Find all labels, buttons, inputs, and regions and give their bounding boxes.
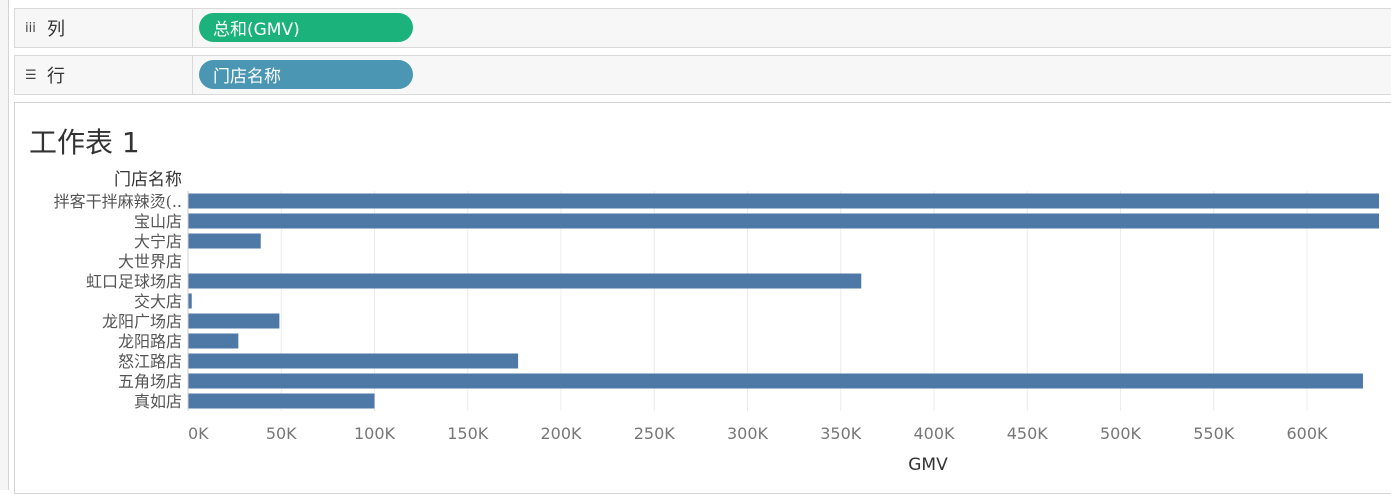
category-label: 拌客干拌麻辣烫(.. (54, 192, 182, 211)
columns-shelf-label: 列 (47, 19, 65, 40)
x-tick-label: 100K (354, 424, 396, 443)
x-tick-label: 500K (1100, 424, 1142, 443)
rows-shelf-label: 行 (47, 66, 65, 87)
rows-shelf[interactable]: ☰ 行 门店名称 (14, 55, 1391, 95)
category-label: 真如店 (134, 392, 182, 411)
bar (188, 193, 1379, 209)
store-name-pill[interactable]: 门店名称 (199, 60, 413, 89)
bar (188, 213, 1379, 229)
bar (188, 233, 261, 249)
bar (188, 373, 1363, 389)
columns-icon: iii (25, 20, 36, 36)
rows-shelf-header: ☰ 行 (15, 56, 193, 94)
category-label: 大宁店 (134, 232, 182, 251)
bar (188, 353, 519, 369)
x-tick-label: 550K (1193, 424, 1235, 443)
category-label: 宝山店 (134, 212, 182, 231)
category-label: 龙阳广场店 (102, 312, 182, 331)
x-tick-label: 350K (820, 424, 862, 443)
left-gutter (0, 0, 9, 490)
x-tick-label: 0K (188, 424, 209, 443)
row-header-label: 门店名称 (114, 170, 182, 190)
x-tick-label: 250K (634, 424, 676, 443)
bar (188, 313, 280, 329)
category-label: 交大店 (134, 292, 182, 311)
x-tick-label: 450K (1007, 424, 1049, 443)
bar (188, 333, 239, 349)
x-tick-label: 150K (447, 424, 489, 443)
gmv-sum-pill[interactable]: 总和(GMV) (199, 13, 413, 42)
columns-shelf[interactable]: iii 列 总和(GMV) (14, 8, 1391, 48)
bar (188, 273, 862, 289)
x-tick-label: 400K (913, 424, 955, 443)
bar (188, 393, 375, 409)
x-tick-label: 600K (1286, 424, 1328, 443)
category-label: 龙阳路店 (118, 332, 182, 351)
sheet-title: 工作表 1 (29, 126, 140, 159)
x-tick-label: 300K (727, 424, 769, 443)
x-tick-label: 50K (266, 424, 297, 443)
category-label: 虹口足球场店 (86, 272, 182, 291)
category-label: 五角场店 (118, 372, 182, 391)
worksheet: 工作表 1 (14, 102, 1391, 494)
category-label: 大世界店 (118, 252, 182, 271)
category-label: 怒江路店 (118, 352, 182, 371)
columns-shelf-header: iii 列 (15, 9, 193, 47)
bar (188, 293, 192, 309)
x-axis-title: GMV (908, 455, 948, 475)
x-tick-label: 200K (540, 424, 582, 443)
rows-icon: ☰ (25, 67, 37, 83)
